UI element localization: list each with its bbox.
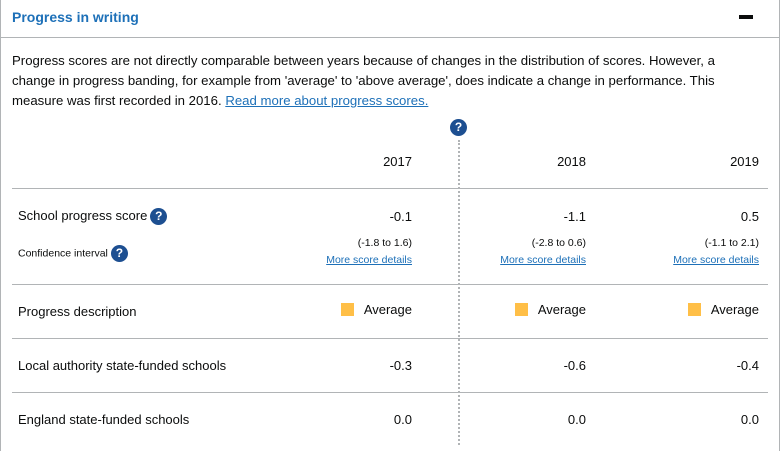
more-score-details-link[interactable]: More score details xyxy=(326,254,412,266)
progress-band: Average xyxy=(292,302,412,317)
more-score-details-link[interactable]: More score details xyxy=(500,254,586,266)
year-header: 2018 xyxy=(557,154,586,169)
local-authority-label: Local authority state-funded schools xyxy=(18,358,227,373)
england-label: England state-funded schools xyxy=(18,412,190,427)
confidence-interval-value: (-2.8 to 0.6) xyxy=(531,237,586,249)
confidence-interval-value: (-1.1 to 2.1) xyxy=(704,237,759,249)
band-average-swatch xyxy=(340,303,354,316)
intro-paragraph: Progress scores are not directly compara… xyxy=(12,53,715,108)
help-question-icon[interactable]: ? xyxy=(110,245,128,262)
collapse-minus-icon[interactable] xyxy=(739,15,753,19)
england-value: 0.0 xyxy=(740,412,759,427)
panel-title: Progress in writing xyxy=(12,9,139,25)
panel-header[interactable]: Progress in writing xyxy=(1,0,780,38)
england-value: 0.0 xyxy=(567,412,586,427)
help-question-icon[interactable]: ? xyxy=(450,119,467,136)
row-divider xyxy=(12,392,768,393)
read-more-link[interactable]: Read more about progress scores. xyxy=(225,93,429,108)
progress-band: Average xyxy=(466,302,586,317)
band-text: Average xyxy=(710,302,759,317)
local-authority-value: -0.4 xyxy=(736,358,759,373)
confidence-interval-value: (-1.8 to 1.6) xyxy=(357,237,412,249)
year-header: 2019 xyxy=(730,154,759,169)
school-progress-value: -1.1 xyxy=(563,209,586,224)
help-question-icon[interactable]: ? xyxy=(150,208,168,226)
school-progress-label: School progress score? xyxy=(18,208,168,226)
row-divider xyxy=(12,188,768,189)
more-score-details-link[interactable]: More score details xyxy=(673,254,759,266)
row-divider xyxy=(12,338,768,339)
intro-text: Progress scores are not directly compara… xyxy=(12,51,752,111)
column-divider xyxy=(458,140,460,445)
school-progress-value: -0.1 xyxy=(389,209,412,224)
row-divider xyxy=(12,284,768,285)
band-average-swatch xyxy=(687,303,701,316)
confidence-interval-label: Confidence interval? xyxy=(18,245,128,262)
england-value: 0.0 xyxy=(393,412,412,427)
school-progress-value: 0.5 xyxy=(740,209,759,224)
year-header: 2017 xyxy=(383,154,412,169)
school-progress-label-text: School progress score xyxy=(18,208,148,223)
band-text: Average xyxy=(363,302,412,317)
progress-band: Average xyxy=(639,302,759,317)
local-authority-value: -0.6 xyxy=(563,358,586,373)
confidence-interval-label-text: Confidence interval xyxy=(18,247,108,260)
band-average-swatch xyxy=(514,303,528,316)
band-text: Average xyxy=(537,302,586,317)
local-authority-value: -0.3 xyxy=(389,358,412,373)
progress-description-label: Progress description xyxy=(18,304,137,319)
